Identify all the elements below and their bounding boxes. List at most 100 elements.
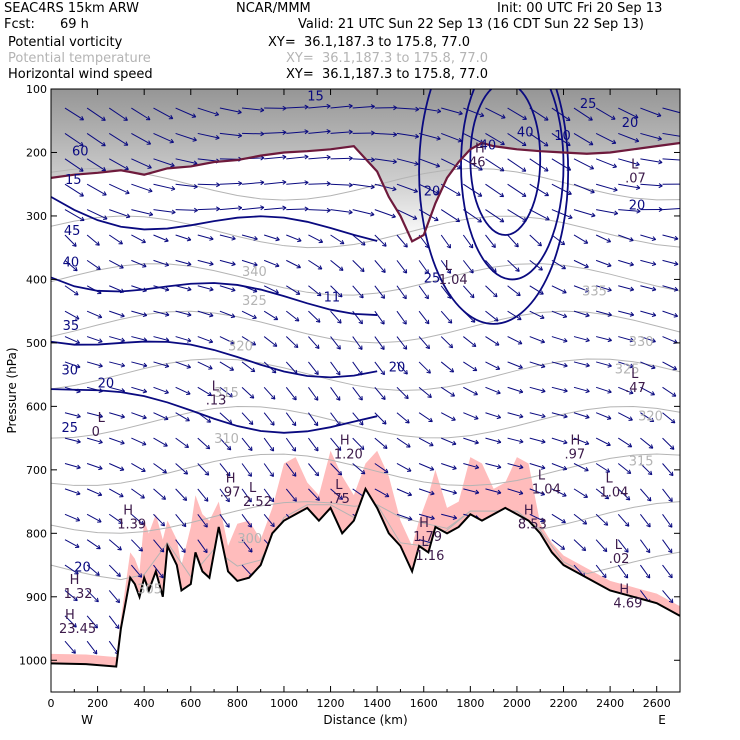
wind-vector-head — [541, 413, 546, 419]
wind-vector-head — [563, 338, 568, 343]
wind-vector-head — [282, 130, 287, 135]
wind-vector — [330, 387, 341, 401]
wind-vector-head — [582, 520, 588, 525]
wind-vector — [573, 209, 596, 217]
wind-vector — [64, 107, 84, 121]
wind-vector-head — [406, 467, 412, 472]
wind-vector-head — [193, 160, 198, 166]
wind-speed-label: 30 — [61, 364, 78, 379]
wind-vector — [352, 260, 365, 272]
wind-vector — [153, 259, 169, 266]
wind-vector — [175, 412, 190, 422]
wind-vector-head — [229, 366, 235, 371]
wind-vector — [617, 513, 630, 527]
wind-vector-head — [74, 291, 79, 296]
wind-vector — [86, 437, 103, 444]
wind-vector-head — [169, 138, 175, 144]
wind-vector — [396, 234, 408, 248]
wind-vector-head — [606, 415, 612, 420]
wind-vector — [286, 208, 309, 211]
wind-vector — [352, 361, 363, 376]
wind-vector — [330, 412, 341, 426]
pv-extremum-value: 1.16 — [415, 549, 444, 564]
wind-vector — [219, 437, 232, 451]
wind-vector — [418, 336, 430, 349]
wind-vector — [396, 260, 408, 274]
wind-vector-head — [163, 442, 168, 447]
pv-extremum-value: 1.04 — [599, 486, 628, 501]
wind-vector — [153, 132, 174, 143]
wind-vector-head — [76, 438, 81, 444]
wind-vector-head — [123, 141, 129, 146]
wind-vector-head — [101, 116, 106, 121]
wind-vector-head — [282, 154, 287, 160]
wind-vector-head — [658, 183, 663, 189]
wind-vector — [618, 132, 639, 142]
wind-vector — [197, 208, 220, 211]
wind-vector — [662, 488, 673, 502]
wind-vector-head — [118, 240, 123, 245]
wind-vector — [374, 488, 390, 498]
wind-vector — [595, 234, 611, 243]
wind-vector — [529, 513, 545, 522]
wind-vector-head — [456, 191, 461, 196]
wind-vector-head — [282, 179, 287, 185]
wind-vector-head — [402, 294, 407, 300]
wind-vector — [241, 488, 252, 503]
wind-vector-head — [430, 490, 435, 496]
wind-vector-head — [540, 517, 545, 523]
wind-vector-head — [538, 266, 543, 271]
wind-vector — [108, 513, 123, 524]
wind-vector-head — [651, 286, 657, 292]
wind-vector — [662, 132, 680, 137]
pv-extremum-value: 1.39 — [117, 517, 146, 532]
wind-vector-head — [491, 243, 496, 249]
wind-vector — [618, 234, 634, 241]
wind-vector-head — [588, 116, 593, 121]
pv-extremum-value: .13 — [206, 394, 227, 409]
wind-vector — [596, 336, 612, 341]
wind-vector-head — [412, 215, 418, 220]
wind-vector — [662, 463, 674, 476]
wind-vector-head — [185, 417, 190, 422]
wind-vector — [197, 310, 214, 317]
wind-vector-head — [657, 136, 662, 141]
wind-vector — [640, 488, 652, 502]
wind-vector-head — [216, 206, 221, 212]
wind-vector — [529, 412, 546, 418]
wind-vector — [286, 259, 301, 269]
wind-vector-head — [370, 130, 375, 136]
wind-vector — [64, 615, 77, 628]
wind-vector-head — [275, 262, 280, 268]
wind-vector — [396, 183, 418, 193]
theta-label: 315 — [214, 386, 239, 401]
wind-vector — [596, 310, 612, 316]
wind-vector-head — [651, 364, 656, 370]
wind-vector — [330, 310, 342, 324]
wind-vector — [131, 539, 143, 552]
wind-vector-head — [225, 523, 230, 528]
wind-vector — [485, 386, 501, 394]
wind-vector — [595, 539, 608, 552]
wind-vector — [640, 513, 651, 528]
wind-vector — [86, 590, 99, 603]
wind-vector-head — [208, 365, 213, 370]
wind-vector-head — [295, 290, 301, 295]
wind-vector-head — [248, 446, 253, 452]
wind-vector-head — [544, 191, 549, 197]
wind-vector-head — [304, 180, 309, 186]
wind-vector-head — [494, 341, 500, 346]
wind-vector — [396, 386, 409, 400]
wind-vector-head — [297, 237, 302, 243]
wind-vector-head — [181, 548, 186, 553]
wind-vector — [396, 310, 407, 325]
x-tick-label: 2200 — [550, 697, 578, 710]
theta-contour — [51, 263, 680, 296]
wind-vector-head — [315, 344, 320, 350]
wind-vector — [330, 361, 341, 376]
pv-shading — [51, 450, 680, 667]
wind-vector-head — [382, 444, 388, 449]
wind-vector-head — [187, 286, 192, 292]
wind-vector — [175, 259, 192, 266]
wind-vector-head — [164, 363, 170, 369]
